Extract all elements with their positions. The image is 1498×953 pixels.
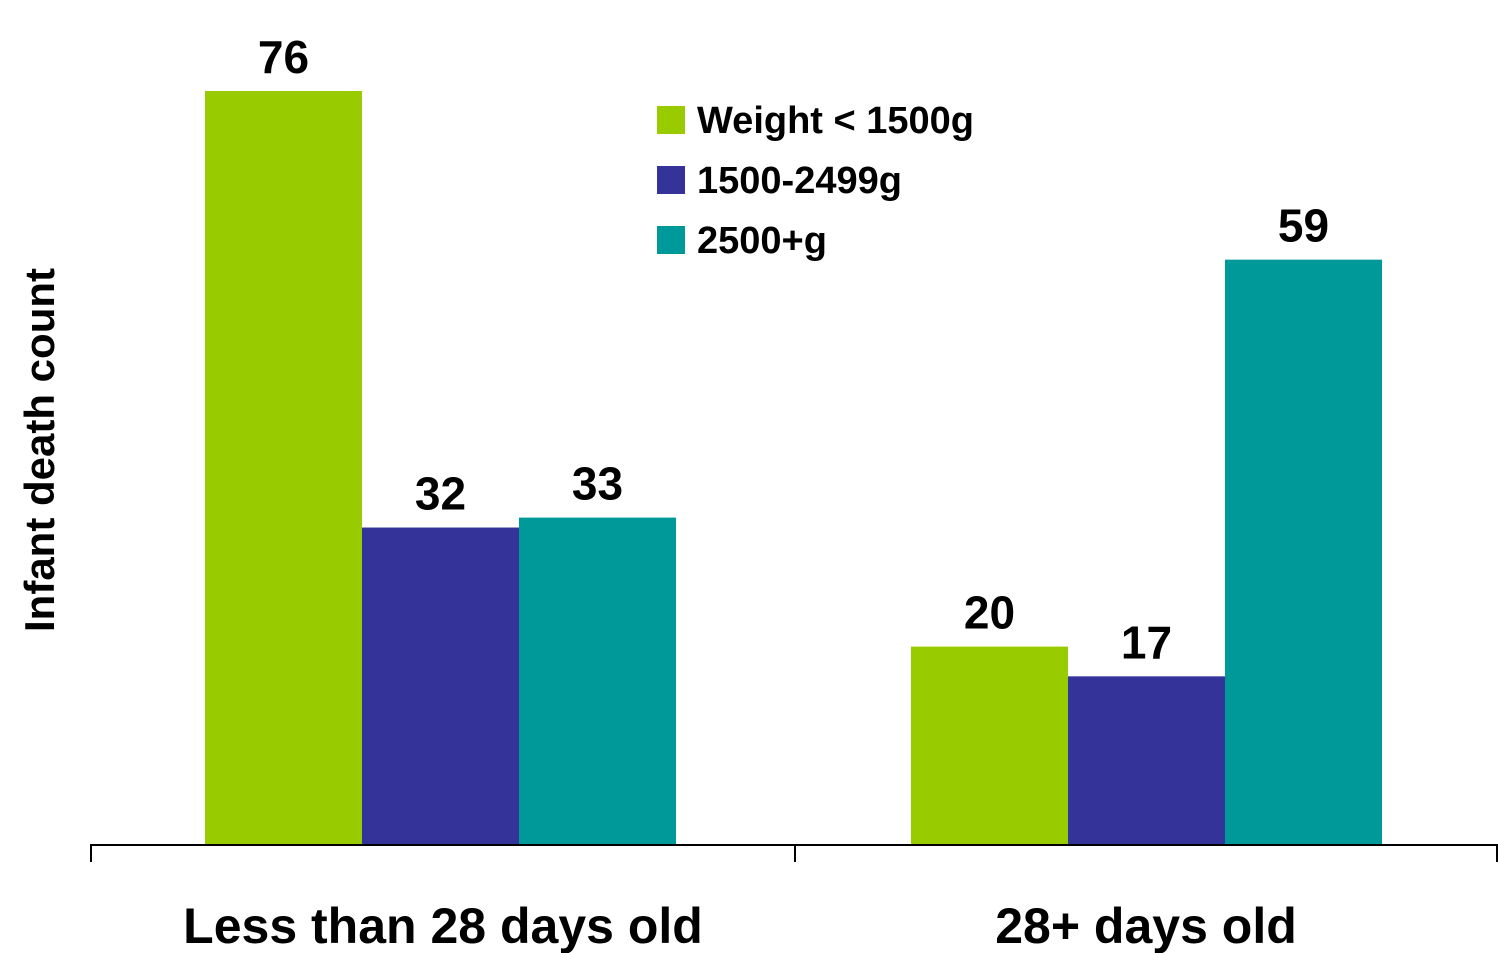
- legend-label-1: Weight < 1500g: [697, 100, 974, 142]
- data-label-3-2: 59: [1278, 200, 1329, 252]
- bar-1-1: [205, 91, 362, 845]
- bars-layer: 76 20 32 17 33 59: [205, 31, 1382, 845]
- data-label-1-1: 76: [258, 31, 309, 83]
- data-label-1-2: 20: [964, 587, 1015, 639]
- y-axis-title: Infant death count: [16, 268, 63, 632]
- bar-2-1: [362, 527, 519, 845]
- bar-2-2: [1068, 676, 1225, 845]
- x-tick-label-2: 28+ days old: [995, 898, 1297, 953]
- legend: Weight < 1500g 1500-2499g 2500+g: [657, 100, 974, 262]
- legend-swatch-3: [657, 226, 685, 254]
- data-label-2-2: 17: [1121, 616, 1172, 668]
- legend-swatch-2: [657, 166, 685, 194]
- legend-swatch-1: [657, 106, 685, 134]
- data-label-3-1: 33: [572, 458, 623, 510]
- bar-1-2: [911, 646, 1068, 845]
- x-axis: Less than 28 days old 28+ days old: [90, 844, 1498, 953]
- bar-3-1: [519, 517, 676, 845]
- legend-label-3: 2500+g: [697, 220, 827, 262]
- data-label-2-1: 32: [415, 468, 466, 520]
- legend-label-2: 1500-2499g: [697, 160, 902, 202]
- bar-3-2: [1225, 259, 1382, 845]
- x-tick-label-1: Less than 28 days old: [183, 898, 703, 953]
